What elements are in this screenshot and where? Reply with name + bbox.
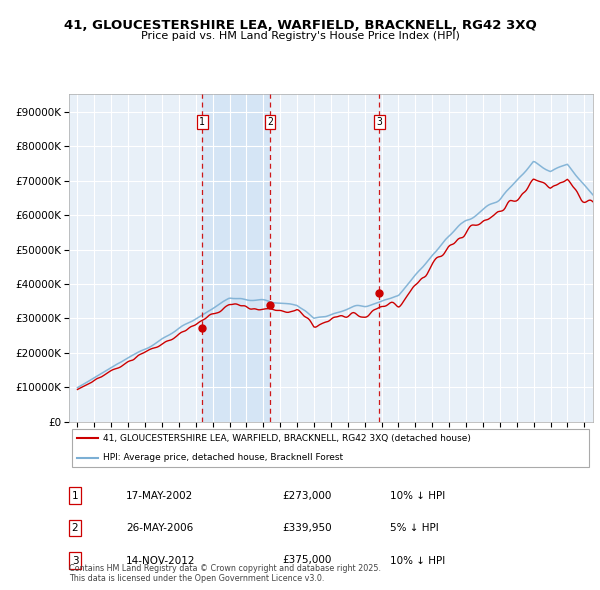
- Text: 1: 1: [199, 117, 205, 127]
- Text: 41, GLOUCESTERSHIRE LEA, WARFIELD, BRACKNELL, RG42 3XQ (detached house): 41, GLOUCESTERSHIRE LEA, WARFIELD, BRACK…: [103, 434, 471, 442]
- Text: 1: 1: [71, 491, 79, 500]
- Text: 2: 2: [71, 523, 79, 533]
- Text: £273,000: £273,000: [282, 491, 331, 500]
- Text: 41, GLOUCESTERSHIRE LEA, WARFIELD, BRACKNELL, RG42 3XQ: 41, GLOUCESTERSHIRE LEA, WARFIELD, BRACK…: [64, 19, 536, 32]
- Text: 2: 2: [267, 117, 273, 127]
- FancyBboxPatch shape: [71, 429, 589, 467]
- Text: £375,000: £375,000: [282, 556, 331, 565]
- Text: 14-NOV-2012: 14-NOV-2012: [126, 556, 196, 565]
- Text: Contains HM Land Registry data © Crown copyright and database right 2025.
This d: Contains HM Land Registry data © Crown c…: [69, 563, 381, 583]
- Text: 3: 3: [376, 117, 382, 127]
- Bar: [270, 94, 379, 422]
- Text: HPI: Average price, detached house, Bracknell Forest: HPI: Average price, detached house, Brac…: [103, 453, 343, 462]
- Text: 10% ↓ HPI: 10% ↓ HPI: [390, 491, 445, 500]
- Text: £339,950: £339,950: [282, 523, 332, 533]
- Text: 17-MAY-2002: 17-MAY-2002: [126, 491, 193, 500]
- Bar: [202, 94, 270, 422]
- Text: 3: 3: [71, 556, 79, 565]
- Text: Price paid vs. HM Land Registry's House Price Index (HPI): Price paid vs. HM Land Registry's House …: [140, 31, 460, 41]
- Text: 10% ↓ HPI: 10% ↓ HPI: [390, 556, 445, 565]
- Text: 5% ↓ HPI: 5% ↓ HPI: [390, 523, 439, 533]
- Text: 26-MAY-2006: 26-MAY-2006: [126, 523, 193, 533]
- Bar: [202, 94, 270, 422]
